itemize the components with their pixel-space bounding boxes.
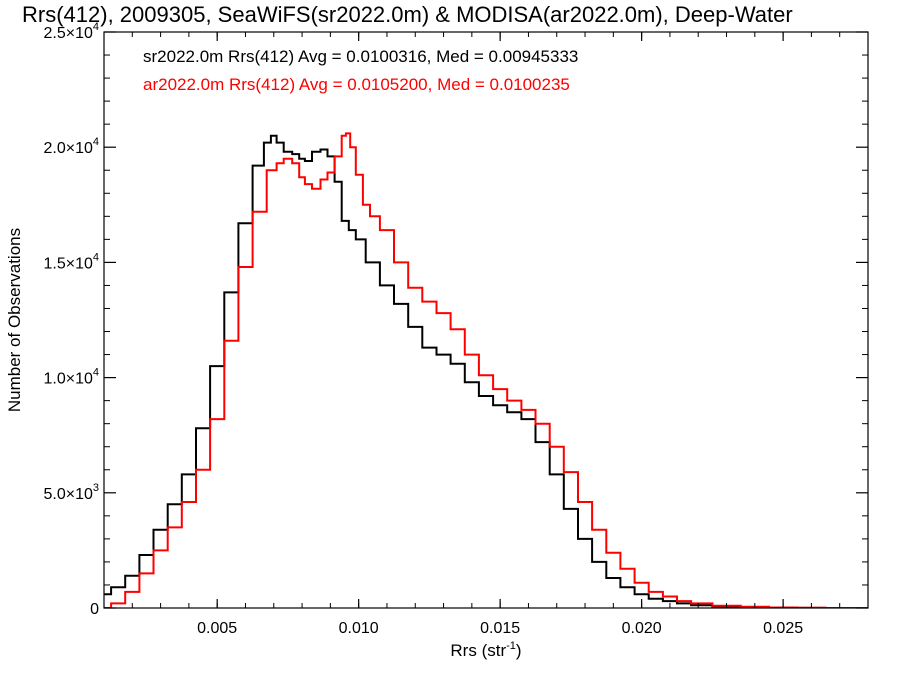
chart-title: Rrs(412), 2009305, SeaWiFS(sr2022.0m) & …	[22, 2, 793, 27]
y-tick-label: 2.0×104	[43, 136, 99, 157]
x-axis-label-superscript: -1	[506, 640, 516, 652]
legend-entry-1: ar2022.0m Rrs(412) Avg = 0.0105200, Med …	[143, 75, 570, 94]
x-axis: 0.005 0.010 0.015 0.020 0.025	[103, 32, 869, 637]
series-line-0	[104, 134, 868, 608]
x-axis-label: Rrs (str-1)	[450, 640, 521, 660]
x-tick-label: 0.010	[339, 620, 379, 637]
y-tick-label: 5.0×103	[43, 482, 99, 503]
y-tick-label: 1.0×104	[43, 367, 99, 388]
x-tick-label: 0.005	[197, 620, 237, 637]
legend: sr2022.0m Rrs(412) Avg = 0.0100316, Med …	[143, 47, 578, 94]
x-tick-label: 0.020	[622, 620, 662, 637]
x-tick-label: 0.025	[763, 620, 803, 637]
x-axis-label-text: Rrs (str	[450, 641, 506, 660]
series-layer	[104, 132, 868, 608]
y-axis-label: Number of Observations	[5, 228, 24, 412]
y-tick-label: 0	[90, 601, 99, 618]
series-line-1	[104, 132, 868, 608]
legend-entry-0: sr2022.0m Rrs(412) Avg = 0.0100316, Med …	[143, 47, 578, 66]
y-tick-label: 2.5×104	[43, 21, 99, 42]
plot-frame	[103, 31, 869, 609]
y-tick-label: 1.5×104	[43, 251, 99, 272]
x-tick-label: 0.015	[480, 620, 520, 637]
y-axis: 0 5.0×103 1.0×104 1.5×104 2.0×104 2.5×104	[43, 21, 868, 618]
x-axis-label-end: )	[516, 641, 522, 660]
